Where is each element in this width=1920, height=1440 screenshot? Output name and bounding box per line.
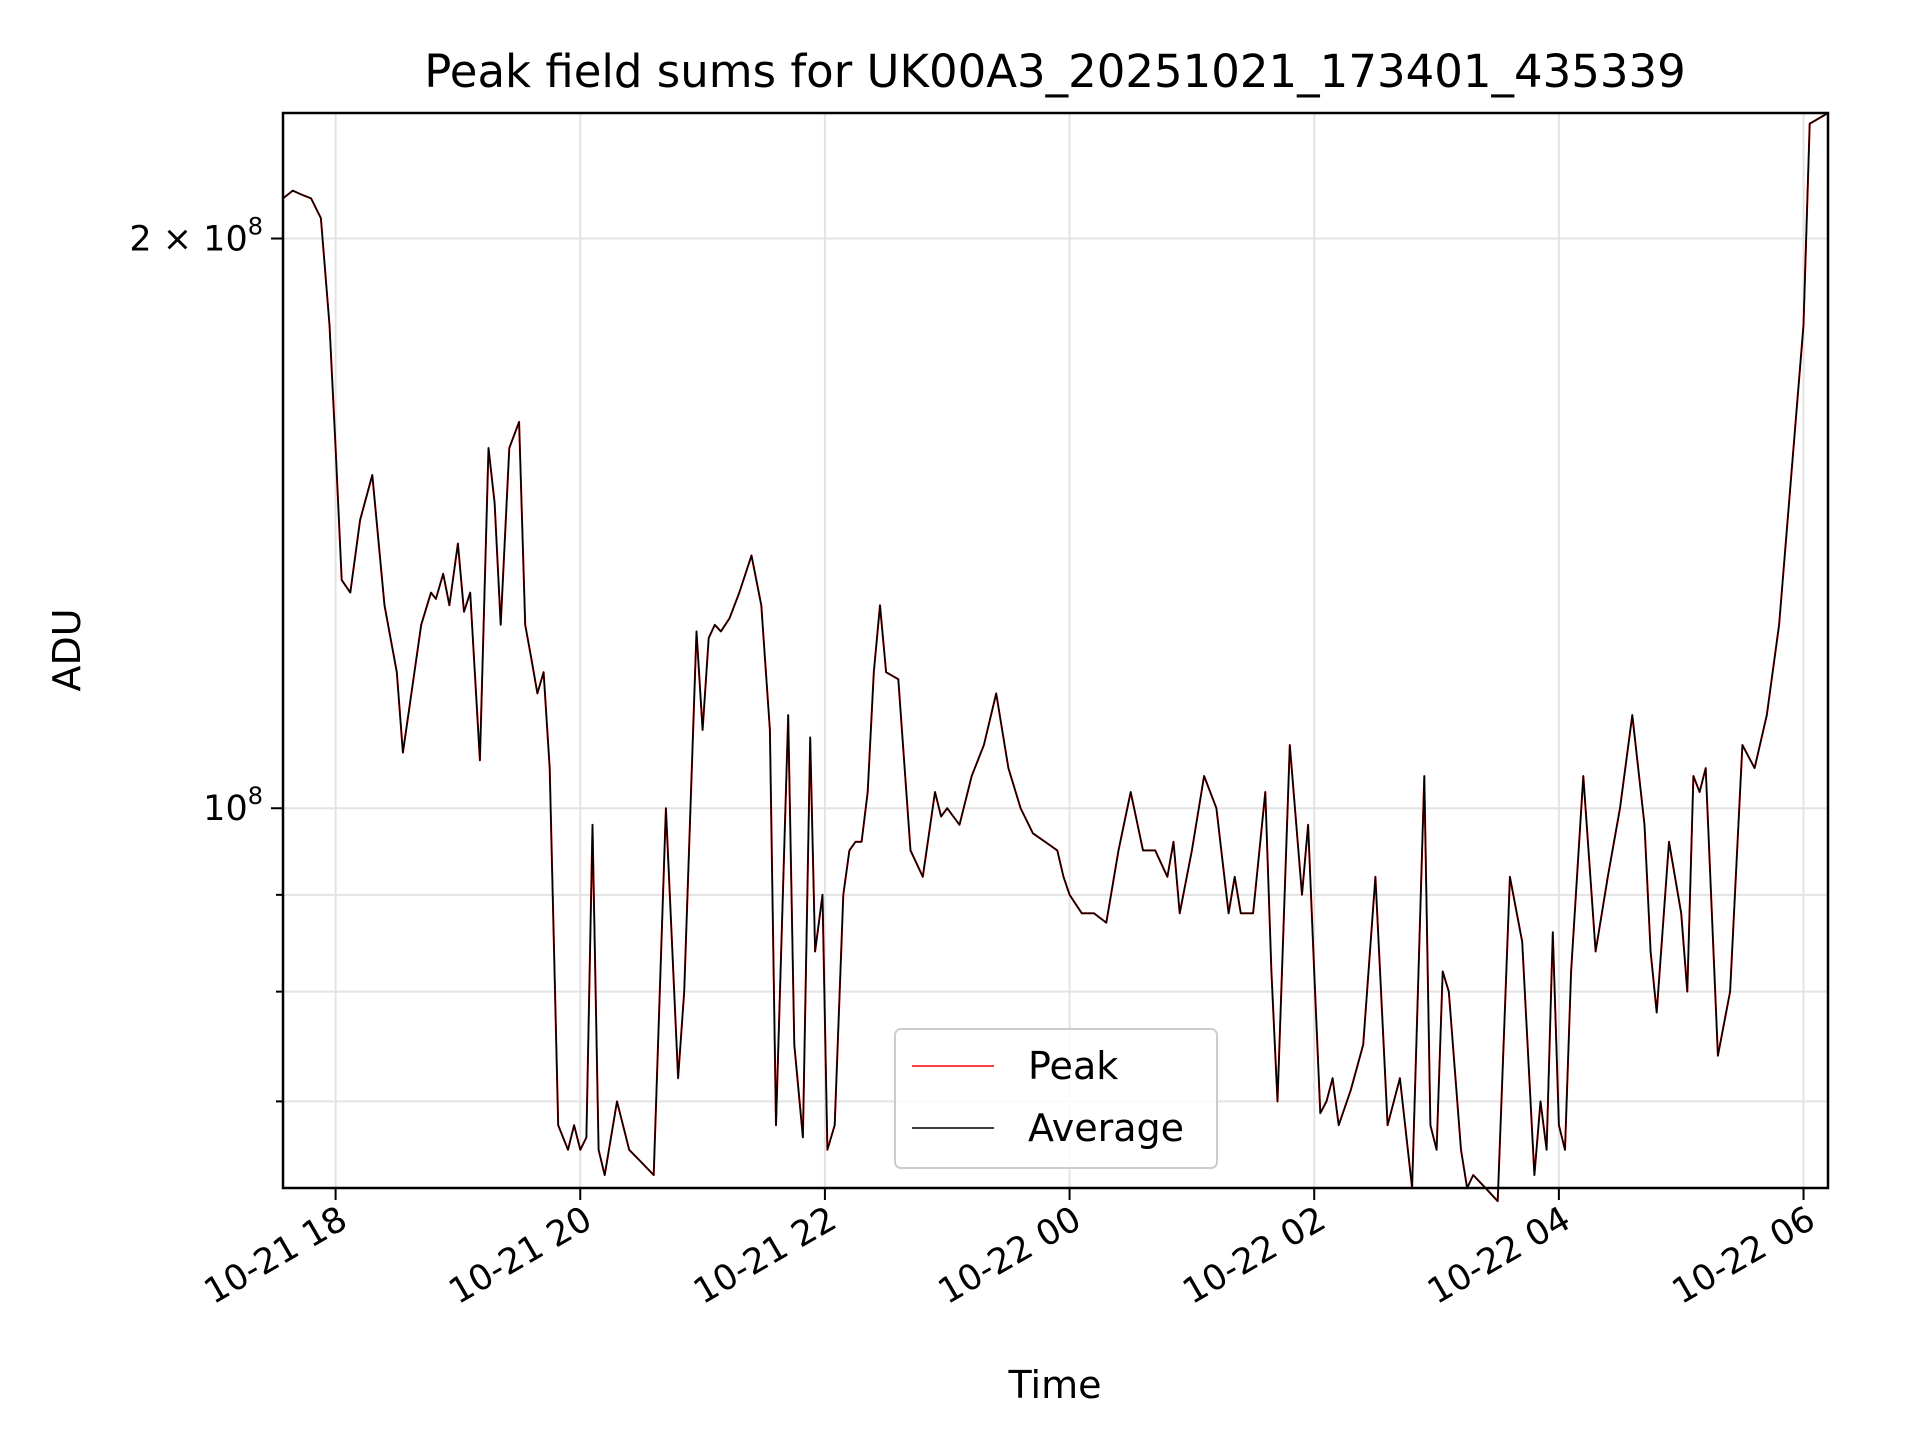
chart-title: Peak field sums for UK00A3_20251021_1734…: [424, 45, 1686, 98]
grid-layer: [283, 113, 1828, 1188]
y-tick-label: 2 × 108: [129, 213, 263, 260]
series-layer: [282, 112, 1829, 1203]
x-axis-label: Time: [1008, 1363, 1102, 1407]
legend-box: [894, 1028, 1218, 1169]
y-tick-label: 108: [203, 782, 263, 829]
legend-average-label: Average: [1028, 1106, 1184, 1150]
y-axis-label: ADU: [45, 608, 89, 691]
series-line-average: [282, 112, 1829, 1202]
plot-frame: [281, 111, 1830, 1190]
legend: Peak Average: [894, 1028, 1218, 1169]
legend-peak-label: Peak: [1028, 1044, 1118, 1088]
